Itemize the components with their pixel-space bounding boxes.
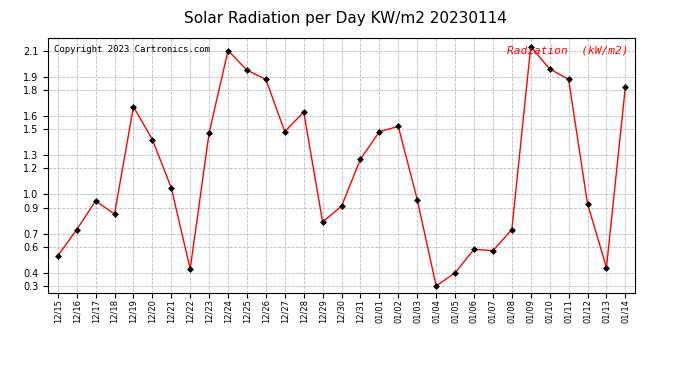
Text: Copyright 2023 Cartronics.com: Copyright 2023 Cartronics.com (55, 45, 210, 54)
Text: Radiation  (kW/m2): Radiation (kW/m2) (507, 45, 629, 55)
Text: Solar Radiation per Day KW/m2 20230114: Solar Radiation per Day KW/m2 20230114 (184, 11, 506, 26)
